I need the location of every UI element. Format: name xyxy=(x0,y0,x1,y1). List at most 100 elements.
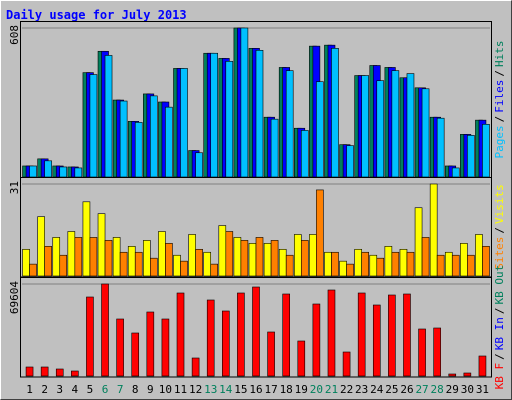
bar xyxy=(369,254,378,277)
bar xyxy=(22,248,30,277)
bar xyxy=(421,88,430,178)
bar xyxy=(180,260,188,277)
x-tick-label: 18 xyxy=(280,383,293,396)
bar xyxy=(112,237,121,277)
legend-separator: / xyxy=(493,353,506,360)
bar xyxy=(467,254,475,277)
bar xyxy=(222,310,230,377)
bar xyxy=(176,292,185,377)
bar xyxy=(74,237,83,277)
bar xyxy=(300,130,309,178)
bar xyxy=(40,366,49,377)
bar xyxy=(372,304,381,377)
legend-entry: Hits xyxy=(493,41,506,68)
x-tick-label: 8 xyxy=(132,383,139,396)
bar xyxy=(421,237,430,277)
bar xyxy=(384,246,393,277)
x-tick-label: 10 xyxy=(159,383,172,396)
bar xyxy=(403,293,411,377)
x-tick-label: 30 xyxy=(461,383,474,396)
bar xyxy=(44,160,52,178)
bar xyxy=(282,293,290,377)
legend-separator: / xyxy=(493,227,506,234)
x-tick-label: 11 xyxy=(174,383,187,396)
bar xyxy=(316,81,324,178)
bar xyxy=(297,340,306,377)
bar xyxy=(37,216,45,277)
bar xyxy=(433,327,441,377)
x-tick-label: 17 xyxy=(264,383,277,396)
bar xyxy=(158,231,166,277)
legend-entry: Files xyxy=(493,80,506,113)
bar xyxy=(29,263,37,277)
bar xyxy=(225,61,234,178)
bar xyxy=(414,207,423,277)
bar xyxy=(399,248,408,277)
bar xyxy=(429,183,438,277)
legend: Sites / Visits xyxy=(493,184,506,270)
bar xyxy=(357,292,366,377)
legend-separator: / xyxy=(493,116,506,123)
bar xyxy=(270,118,279,178)
bar xyxy=(285,70,294,178)
bar xyxy=(210,263,219,277)
bar xyxy=(52,237,61,277)
bar xyxy=(104,55,113,178)
bar xyxy=(346,145,354,178)
bar xyxy=(218,225,227,277)
bar xyxy=(482,124,490,178)
bar xyxy=(361,75,369,178)
bar xyxy=(312,303,321,377)
bar xyxy=(25,366,34,377)
bar xyxy=(448,373,457,377)
bar xyxy=(195,152,203,178)
bar xyxy=(475,234,483,277)
bar xyxy=(240,240,249,277)
x-tick-label: 19 xyxy=(295,383,308,396)
bar xyxy=(252,286,260,377)
legend-entry: Visits xyxy=(493,184,506,224)
bar xyxy=(478,355,487,377)
bar xyxy=(225,231,234,277)
bar xyxy=(97,213,106,277)
bar xyxy=(339,260,347,277)
x-tick-label: 12 xyxy=(189,383,202,396)
x-tick-label: 7 xyxy=(117,383,124,396)
bar xyxy=(180,68,188,178)
bar xyxy=(263,243,272,277)
bar xyxy=(134,122,143,178)
bar xyxy=(293,234,302,277)
bar xyxy=(86,296,94,377)
bar xyxy=(388,294,396,377)
legend-entry: KB Out xyxy=(493,265,506,305)
bar xyxy=(406,251,415,277)
bar xyxy=(67,231,76,277)
bar xyxy=(331,48,339,178)
bar xyxy=(74,167,83,178)
x-tick-label: 1 xyxy=(26,383,33,396)
x-tick-label: 5 xyxy=(87,383,94,396)
bar xyxy=(460,243,468,277)
bar xyxy=(82,201,91,277)
bar xyxy=(119,251,128,277)
bar xyxy=(134,251,143,277)
x-tick-label: 9 xyxy=(147,383,154,396)
bar xyxy=(451,254,460,277)
bar xyxy=(463,372,472,377)
bar xyxy=(44,246,52,277)
bar xyxy=(203,251,212,277)
x-tick-label: 4 xyxy=(72,383,79,396)
bar xyxy=(101,283,109,377)
bar xyxy=(391,251,400,277)
bar xyxy=(55,368,64,377)
y-tick-label: 31 xyxy=(8,181,21,194)
bar xyxy=(391,70,400,178)
x-tick-label: 22 xyxy=(340,383,353,396)
bar xyxy=(376,257,385,277)
x-tick-label: 14 xyxy=(219,383,233,396)
bar xyxy=(316,189,324,277)
bar xyxy=(331,251,339,277)
x-tick-label: 20 xyxy=(310,383,323,396)
bar xyxy=(270,240,279,277)
